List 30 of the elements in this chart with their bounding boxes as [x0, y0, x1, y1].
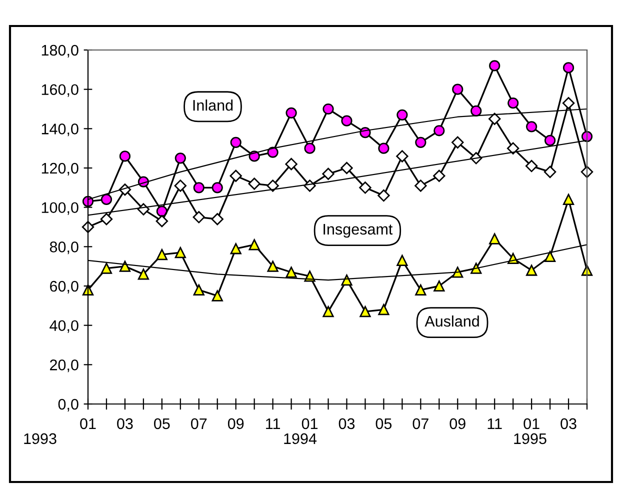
x-tick-label: 05 — [376, 418, 392, 430]
y-tick-label: 0,0 — [58, 398, 78, 412]
text: 1994 — [284, 433, 317, 444]
series-label: Insgesamt — [324, 224, 393, 238]
y-tick-label: 80,0 — [50, 242, 78, 254]
x-tick-label: 09 — [450, 418, 466, 430]
x-tick-label: 03 — [560, 418, 576, 430]
x-tick-label: 07 — [412, 418, 428, 430]
x-tick-label: 01 — [302, 418, 318, 430]
y-tick-label: 180,0 — [42, 44, 78, 58]
x-tick-label: 11 — [266, 418, 280, 429]
x-tick-label: 05 — [154, 418, 170, 430]
x-tick-label: 03 — [338, 418, 355, 430]
y-tick-label: 160,0 — [42, 84, 78, 97]
series-label: Ausland — [424, 315, 479, 327]
x-tick-label: 09 — [228, 418, 244, 430]
x-tick-label: 11 — [488, 418, 502, 429]
x-tick-label: 01 — [524, 418, 540, 430]
text: 1995 — [514, 433, 546, 444]
y-tick-label: 20,0 — [50, 360, 78, 372]
y-tick-label: 120,0 — [42, 162, 78, 176]
text: 1993 — [24, 433, 56, 444]
y-tick-label: 40,0 — [50, 320, 78, 333]
x-tick-label: 03 — [117, 418, 133, 430]
y-tick-label: 140,0 — [42, 124, 78, 136]
y-tick-label: 100,0 — [42, 202, 78, 215]
series-label: Inland — [193, 100, 233, 111]
y-tick-label: 60,0 — [50, 280, 78, 294]
x-tick-label: 01 — [80, 418, 96, 430]
x-tick-label: 07 — [190, 418, 207, 430]
